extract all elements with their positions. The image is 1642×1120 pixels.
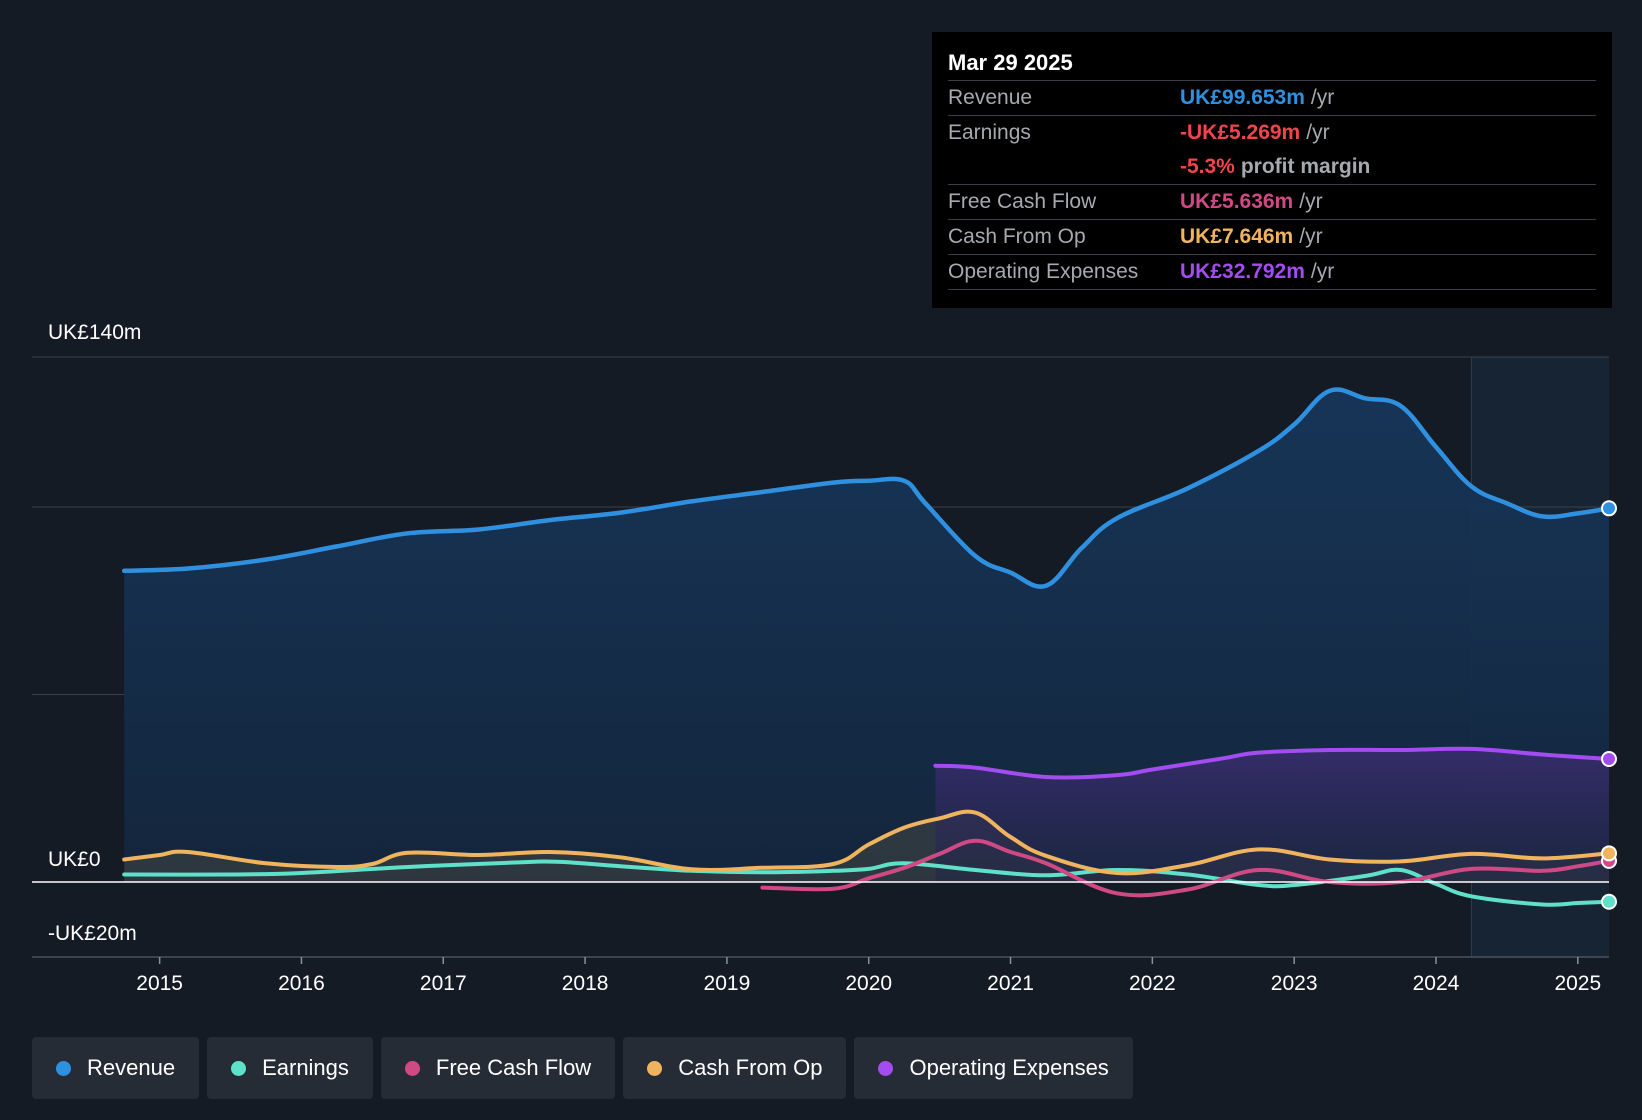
tooltip-label: Revenue <box>948 86 1033 109</box>
legend-item-revenue[interactable]: Revenue <box>32 1037 200 1099</box>
tooltip-row-operating-expenses: Operating Expenses UK£32.792m /yr <box>948 254 1596 289</box>
x-tick-label-2019: 2019 <box>704 972 751 995</box>
tooltip-unit: /yr <box>1299 225 1323 248</box>
legend-dot-icon <box>878 1060 894 1076</box>
operating-expenses-area <box>935 748 1609 882</box>
tooltip-value: UK£7.646m <box>1180 225 1294 248</box>
tooltip-row-profit-margin: -5.3% profit margin <box>948 150 1596 184</box>
tooltip-unit: /yr <box>1310 86 1335 109</box>
legend-label: Revenue <box>87 1055 176 1080</box>
operating-expenses-end-marker <box>1601 751 1617 768</box>
tooltip-row-earnings: Earnings -UK£5.269m /yr <box>948 115 1596 150</box>
x-tick-label-2018: 2018 <box>562 972 609 995</box>
earnings-end-marker <box>1601 893 1617 910</box>
legend-item-cash-from-op[interactable]: Cash From Op <box>623 1037 847 1099</box>
legend-dot-icon <box>404 1060 420 1076</box>
legend-item-operating-expenses[interactable]: Operating Expenses <box>854 1037 1133 1099</box>
x-tick-label-2020: 2020 <box>845 972 892 995</box>
tooltip-value: UK£32.792m <box>1180 260 1305 283</box>
tooltip-label: Earnings <box>948 121 1031 144</box>
cash-from-op-end-marker <box>1601 845 1617 862</box>
revenue-line <box>121 387 1612 589</box>
tooltip-unit: /yr <box>1310 260 1335 283</box>
x-tick-label-2017: 2017 <box>420 972 467 995</box>
tooltip-value: UK£99.653m <box>1180 86 1305 109</box>
tooltip-row-revenue: Revenue UK£99.653m /yr <box>948 80 1596 115</box>
x-tick-label-2023: 2023 <box>1271 972 1318 995</box>
x-tick-label-2025: 2025 <box>1554 972 1601 995</box>
tooltip-value: UK£5.636m <box>1180 190 1294 213</box>
tooltip-row-cash-from-op: Cash From Op UK£7.646m /yr <box>948 219 1596 254</box>
legend-item-earnings[interactable]: Earnings <box>207 1037 373 1099</box>
tooltip-panel: Mar 29 2025 Revenue UK£99.653m /yr Earni… <box>932 32 1612 308</box>
legend-dot-icon <box>56 1060 71 1076</box>
x-tick-label-2024: 2024 <box>1413 972 1460 995</box>
tooltip-value: -UK£5.269m <box>1180 121 1301 144</box>
legend-dot-icon <box>647 1060 663 1076</box>
tooltip-value: -5.3% <box>1180 155 1235 178</box>
x-tick-label-2016: 2016 <box>278 972 325 995</box>
tooltip-label: Operating Expenses <box>948 260 1139 283</box>
x-tick-label-2021: 2021 <box>987 972 1034 995</box>
legend: Revenue Earnings Free Cash Flow Cash Fro… <box>32 1037 1133 1099</box>
cash-from-op-line <box>122 809 1611 876</box>
legend-dot-icon <box>231 1060 247 1076</box>
free-cash-flow-line <box>760 838 1611 898</box>
y-label-zero: UK£0 <box>48 848 101 871</box>
tooltip-bottom-rule <box>948 289 1596 290</box>
legend-item-free-cash-flow[interactable]: Free Cash Flow <box>380 1037 616 1099</box>
y-label-top: UK£140m <box>48 321 141 344</box>
tooltip-unit: profit margin <box>1240 155 1371 178</box>
revenue-end-marker <box>1601 500 1617 517</box>
x-tick-label-2022: 2022 <box>1129 972 1176 995</box>
legend-label: Operating Expenses <box>909 1055 1109 1080</box>
legend-label: Free Cash Flow <box>435 1055 592 1080</box>
tooltip-unit: /yr <box>1299 190 1323 213</box>
tooltip-label: Cash From Op <box>948 225 1086 248</box>
legend-label: Earnings <box>262 1055 349 1080</box>
legend-label: Cash From Op <box>678 1055 823 1080</box>
tooltip-label: Free Cash Flow <box>948 190 1097 213</box>
operating-expenses-line <box>933 746 1611 780</box>
tooltip-unit: /yr <box>1306 121 1330 144</box>
tooltip-row-free-cash-flow: Free Cash Flow UK£5.636m /yr <box>948 184 1596 219</box>
tooltip-date: Mar 29 2025 <box>948 50 1073 75</box>
x-tick-label-2015: 2015 <box>136 972 183 995</box>
y-label-bottom: -UK£20m <box>48 922 137 945</box>
